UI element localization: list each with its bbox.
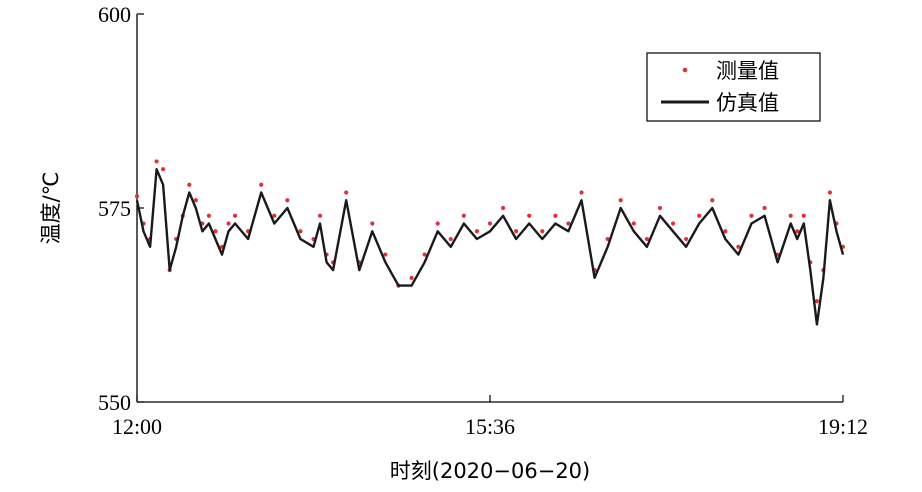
y-tick-label: 575: [98, 196, 131, 221]
measured-point: [566, 221, 571, 226]
x-tick-label: 19:12: [818, 414, 868, 439]
y-tick-label: 600: [98, 2, 131, 27]
measured-point: [474, 229, 480, 234]
measured-point: [232, 213, 238, 218]
measured-point: [723, 229, 728, 234]
measured-point: [644, 236, 649, 242]
simulated-line: [135, 167, 845, 326]
measured-point: [500, 205, 506, 211]
measured-point: [514, 229, 519, 234]
measured-point: [814, 299, 819, 304]
measured-point: [749, 213, 754, 218]
measured-point: [579, 190, 584, 195]
measured-point: [657, 205, 663, 211]
measured-point: [187, 182, 192, 187]
measured-point: [684, 236, 689, 242]
measured-point: [631, 221, 636, 226]
legend: 测量值 仿真值: [646, 52, 821, 122]
measured-point: [710, 198, 715, 203]
ticks: 550 575 600 12:00 15:36 19:12: [98, 2, 868, 439]
measured-point: [448, 236, 453, 242]
simulated-series: [135, 167, 845, 326]
measured-point: [827, 190, 833, 195]
measured-point: [317, 213, 323, 218]
measured-point: [383, 252, 388, 257]
measured-point: [259, 182, 264, 187]
measured-point: [553, 213, 558, 218]
measured-point: [161, 167, 166, 172]
measured-point: [206, 213, 212, 218]
x-tick-label: 15:36: [465, 414, 515, 439]
measured-point: [285, 198, 290, 203]
measured-point: [527, 213, 532, 218]
measured-point: [298, 229, 303, 234]
measured-point: [154, 159, 159, 164]
measured-point: [762, 205, 767, 211]
measured-point: [801, 213, 806, 218]
measured-point: [435, 221, 440, 226]
measured-point: [193, 198, 198, 203]
y-tick-label: 550: [98, 390, 131, 415]
measured-point: [409, 275, 414, 280]
measured-point: [213, 229, 218, 234]
measured-point: [788, 213, 793, 218]
measured-point: [736, 244, 741, 249]
x-tick-label: 12:00: [112, 414, 162, 439]
measured-point: [795, 229, 800, 234]
measured-point: [344, 190, 349, 195]
legend-label-simulated: 仿真值: [716, 91, 779, 115]
measured-point: [134, 194, 140, 199]
measured-point: [487, 221, 493, 226]
measured-point: [618, 198, 623, 203]
measured-point: [697, 213, 702, 218]
legend-box: [646, 52, 821, 122]
legend-marker-measured: [682, 67, 688, 73]
measured-point: [370, 221, 375, 226]
measured-point: [422, 252, 427, 257]
y-axis-title: 温度/℃: [39, 172, 63, 245]
x-axis-title: 时刻(2020−06−20): [390, 459, 590, 483]
measured-point: [461, 213, 466, 218]
measured-point: [670, 221, 676, 226]
measured-point: [540, 229, 545, 234]
measured-point: [226, 221, 231, 226]
measured-point: [272, 213, 277, 218]
legend-label-measured: 测量值: [716, 59, 779, 83]
